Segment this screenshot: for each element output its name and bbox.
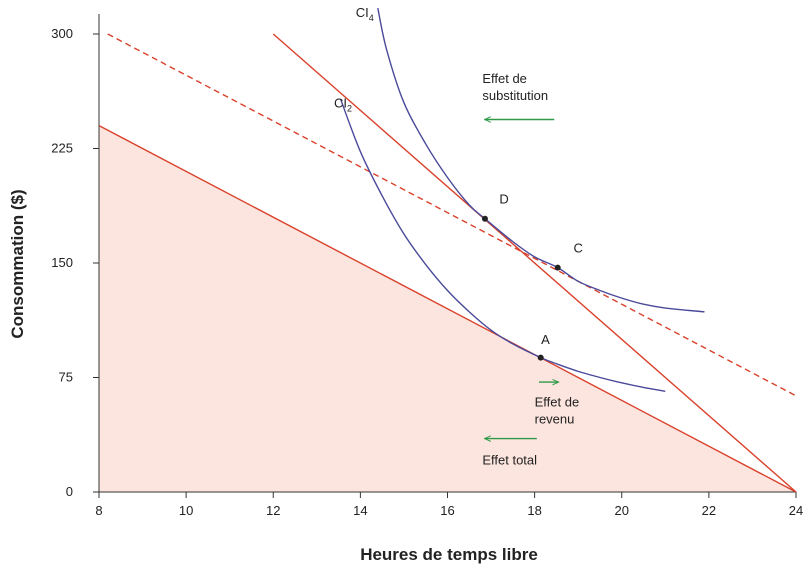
x-tick-label: 16 [440,503,454,518]
indifference-curve-label: CI4 [356,5,374,23]
x-tick-label: 22 [702,503,716,518]
y-tick-label: 0 [66,484,73,499]
point-label: A [541,332,550,347]
annotation-text: Effet de substitution [482,71,548,103]
points-layer: A C D [481,191,583,361]
x-tick-label: 18 [527,503,541,518]
indifference-curve-2 [340,99,666,392]
point-C [554,264,561,271]
point-label: C [573,240,582,255]
y-axis-title: Consommation ($) [8,189,27,338]
point-A [537,354,544,361]
budget-line-1 [98,124,797,493]
x-tick-label: 20 [615,503,629,518]
annotation-text: Effet de revenu [535,395,580,427]
ticks-layer: 8 10 12 14 16 18 20 22 24 0 75 150 225 300 [51,26,803,518]
y-tick-label: 225 [51,141,73,156]
budget-line-2 [272,33,797,493]
y-tick-label: 300 [51,26,73,41]
point-D [481,215,488,222]
x-tick-label: 8 [95,503,102,518]
x-tick-label: 24 [789,503,803,518]
x-tick-label: 14 [353,503,367,518]
budget-lines-layer [98,33,797,493]
x-tick-label: 10 [179,503,193,518]
x-axis-title: Heures de temps libre [360,545,538,564]
indifference-curve-4 [377,7,705,313]
x-tick-label: 12 [266,503,280,518]
y-tick-label: 75 [59,370,73,385]
point-label: D [499,191,508,206]
indifference-curve-label: CI2 [334,95,352,113]
y-tick-label: 150 [51,255,73,270]
annotation-text: Effet total [482,453,537,468]
annotations-layer: Effet de substitution Effet de revenu Effet … [482,71,579,468]
